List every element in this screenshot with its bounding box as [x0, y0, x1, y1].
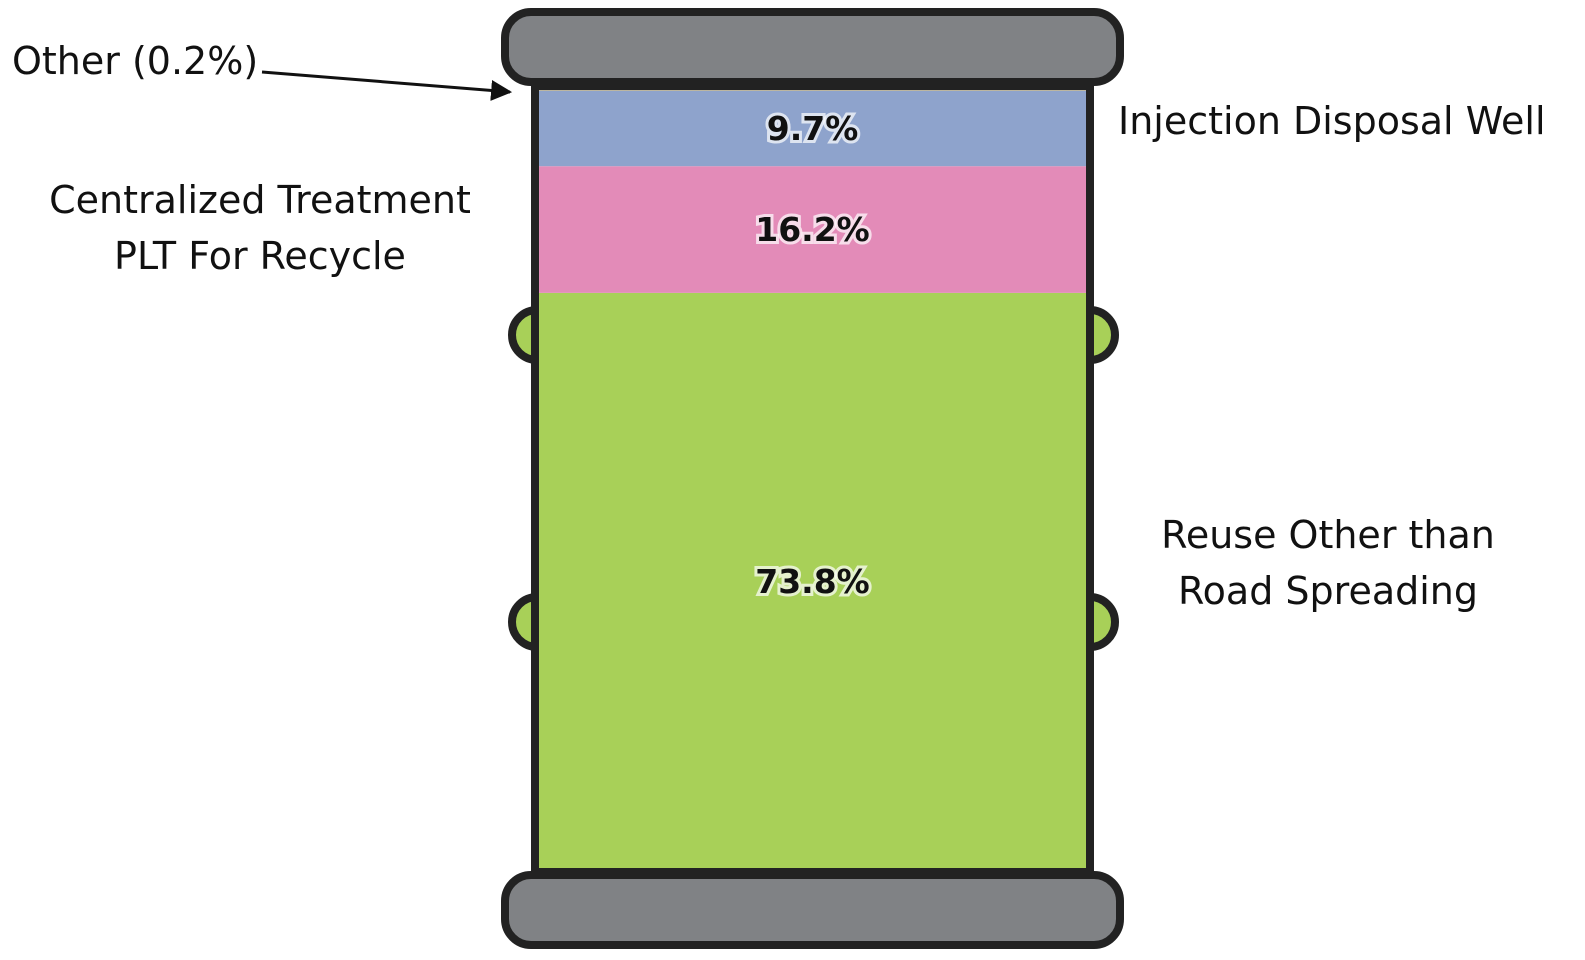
pointer-arrow: [262, 72, 510, 92]
data-label: 16.2%: [755, 210, 870, 249]
series-name-line: Injection Disposal Well: [1118, 99, 1546, 143]
barrel-base: [505, 875, 1120, 945]
barrel-lid: [505, 12, 1120, 82]
series-name: Injection Disposal Well: [1118, 99, 1546, 143]
series-name: Centralized Treatment PLT For Recycle: [49, 178, 471, 278]
series-name-line: Reuse Other than: [1161, 513, 1495, 557]
series-name: Reuse Other than Road Spreading: [1161, 513, 1495, 613]
series-name-line: Other (0.2%): [12, 39, 258, 83]
series-name-line: Road Spreading: [1178, 569, 1478, 613]
series-name-line: PLT For Recycle: [114, 234, 406, 278]
data-label: 9.7%: [767, 109, 859, 148]
series-name: Other (0.2%): [12, 39, 258, 83]
chart: 73.8% Reuse Other than Road Spreading 16.2%…: [0, 0, 1585, 960]
series-name-line: Centralized Treatment: [49, 178, 471, 222]
data-label: 73.8%: [755, 562, 870, 601]
